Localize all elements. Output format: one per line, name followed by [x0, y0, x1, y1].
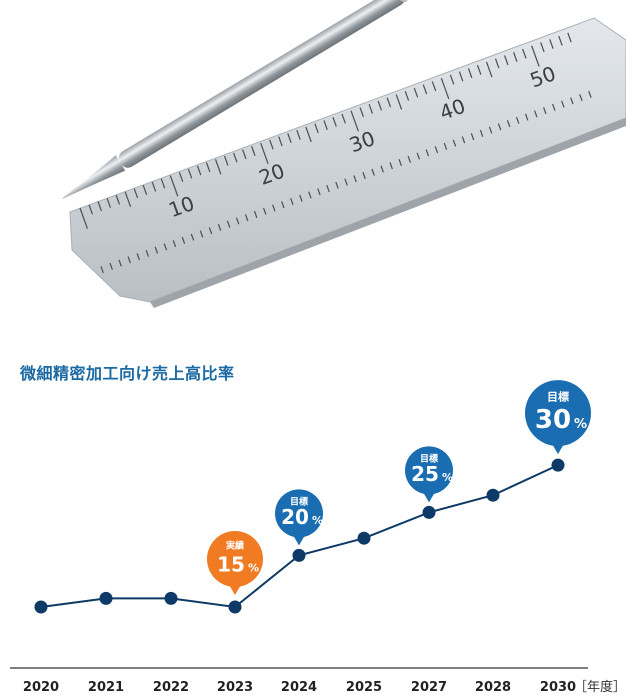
badge-unit: %: [248, 562, 259, 575]
x-tick-label: 2020: [23, 680, 59, 695]
x-tick-label: 2024: [281, 680, 317, 695]
x-tick-label: 2025: [346, 680, 382, 695]
x-tick-label: 2022: [153, 680, 189, 695]
x-axis-unit-label: ［年度］: [574, 679, 626, 695]
data-point: [228, 600, 242, 614]
data-point: [34, 600, 48, 614]
data-point: [486, 488, 500, 502]
badge-value: 20: [281, 505, 309, 529]
data-point: [357, 531, 371, 545]
x-tick-label: 2021: [88, 680, 124, 695]
data-point: [422, 505, 436, 519]
badge-label: 目標: [420, 452, 438, 464]
x-tick-label: 2028: [475, 680, 511, 695]
badge-value: 30: [535, 405, 571, 435]
data-point: [292, 548, 306, 562]
data-point: [99, 591, 113, 605]
badge-label: 目標: [547, 390, 569, 404]
chart-title: 微細精密加工向け売上高比率: [20, 364, 235, 383]
badge-value: 25: [411, 462, 439, 486]
badge-label: 目標: [290, 495, 308, 507]
data-point: [164, 591, 178, 605]
data-point: [551, 458, 565, 472]
x-tick-label: 2027: [411, 680, 447, 695]
actual-badge: 実績 15%: [207, 531, 263, 595]
badge-unit: %: [312, 514, 323, 527]
badge-value: 15: [217, 553, 245, 577]
x-tick-label: 2023: [217, 680, 253, 695]
badge-label: 実績: [226, 539, 244, 551]
badge-unit: %: [442, 471, 453, 484]
badge-unit: %: [574, 417, 587, 432]
end-mill-tool: [62, 0, 408, 199]
x-tick-label: 2030: [540, 680, 576, 695]
